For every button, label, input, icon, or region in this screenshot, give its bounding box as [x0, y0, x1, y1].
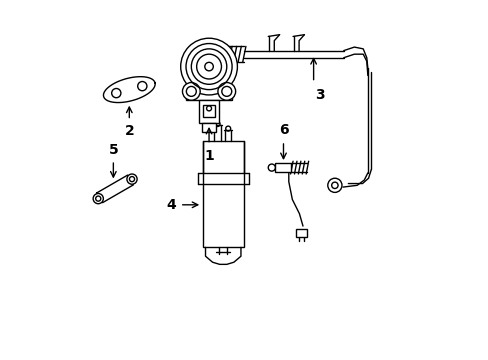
Circle shape: [186, 86, 196, 96]
Circle shape: [206, 106, 211, 111]
Circle shape: [138, 81, 146, 91]
Text: 3: 3: [315, 88, 325, 102]
Circle shape: [204, 62, 213, 71]
Text: 2: 2: [124, 124, 134, 138]
Bar: [274, 163, 290, 172]
Text: 4: 4: [166, 198, 176, 212]
Text: 6: 6: [278, 123, 288, 138]
Circle shape: [218, 82, 235, 100]
Circle shape: [222, 86, 231, 96]
Circle shape: [225, 126, 230, 131]
Bar: [295, 229, 306, 237]
Text: 1: 1: [204, 149, 213, 163]
Text: 5: 5: [108, 143, 118, 157]
Circle shape: [181, 38, 237, 95]
Circle shape: [96, 196, 101, 201]
Circle shape: [93, 194, 103, 204]
Bar: [203, 141, 243, 247]
Circle shape: [204, 48, 217, 60]
Bar: [185, 90, 232, 100]
Bar: [202, 104, 215, 117]
Bar: [202, 123, 216, 132]
Circle shape: [215, 122, 220, 126]
Circle shape: [331, 182, 337, 189]
Circle shape: [268, 164, 275, 171]
Circle shape: [127, 174, 137, 184]
Circle shape: [207, 51, 214, 57]
Bar: [199, 100, 219, 123]
Circle shape: [111, 89, 121, 98]
Circle shape: [129, 176, 134, 182]
Circle shape: [182, 82, 200, 100]
Circle shape: [327, 178, 341, 192]
